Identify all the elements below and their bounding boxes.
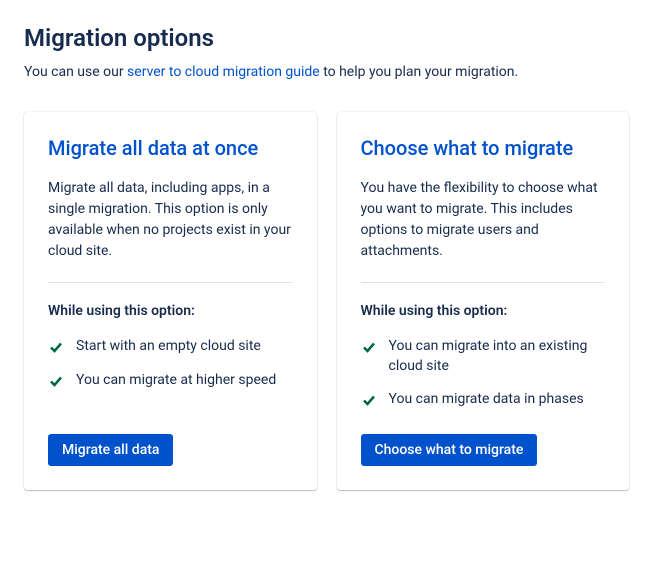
intro-after: to help you plan your migration. xyxy=(320,64,519,80)
check-icon xyxy=(361,339,377,355)
benefit-item: You can migrate data in phases xyxy=(361,390,606,410)
divider xyxy=(48,282,293,283)
check-icon xyxy=(361,392,377,408)
benefit-text: You can migrate at higher speed xyxy=(76,371,276,391)
card-choose-heading: While using this option: xyxy=(361,303,606,319)
benefit-item: Start with an empty cloud site xyxy=(48,337,293,357)
intro-text: You can use our server to cloud migratio… xyxy=(24,64,629,80)
intro-before: You can use our xyxy=(24,64,127,80)
card-choose: Choose what to migrate You have the flex… xyxy=(337,112,630,490)
card-all-heading: While using this option: xyxy=(48,303,293,319)
card-choose-title: Choose what to migrate xyxy=(361,136,606,160)
card-all-title: Migrate all data at once xyxy=(48,136,293,160)
card-all-benefits: Start with an empty cloud site You can m… xyxy=(48,337,293,390)
card-all-desc: Migrate all data, including apps, in a s… xyxy=(48,178,293,262)
choose-migrate-button[interactable]: Choose what to migrate xyxy=(361,434,538,466)
benefit-item: You can migrate at higher speed xyxy=(48,371,293,391)
page-title: Migration options xyxy=(24,24,629,52)
card-choose-benefits: You can migrate into an existing cloud s… xyxy=(361,337,606,410)
check-icon xyxy=(48,373,64,389)
benefit-text: Start with an empty cloud site xyxy=(76,337,261,357)
migrate-all-button[interactable]: Migrate all data xyxy=(48,434,173,466)
cards-container: Migrate all data at once Migrate all dat… xyxy=(24,112,629,490)
check-icon xyxy=(48,339,64,355)
card-migrate-all: Migrate all data at once Migrate all dat… xyxy=(24,112,317,490)
divider xyxy=(361,282,606,283)
benefit-item: You can migrate into an existing cloud s… xyxy=(361,337,606,376)
migration-guide-link[interactable]: server to cloud migration guide xyxy=(127,64,320,80)
benefit-text: You can migrate data in phases xyxy=(389,390,584,410)
card-choose-desc: You have the flexibility to choose what … xyxy=(361,178,606,262)
benefit-text: You can migrate into an existing cloud s… xyxy=(389,337,606,376)
